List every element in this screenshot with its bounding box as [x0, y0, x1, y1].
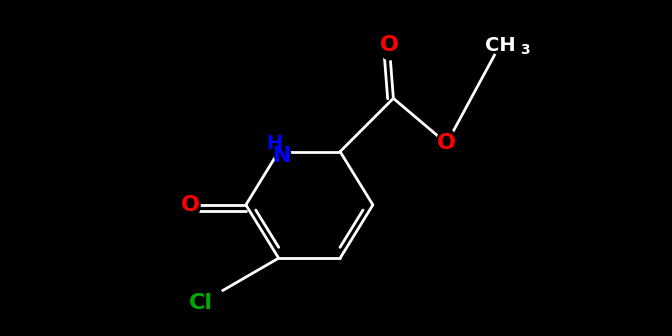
Ellipse shape: [180, 190, 200, 220]
Ellipse shape: [380, 30, 399, 60]
Ellipse shape: [437, 129, 456, 158]
Ellipse shape: [275, 144, 291, 168]
Text: O: O: [181, 195, 200, 215]
Text: O: O: [437, 133, 456, 154]
Text: 3: 3: [519, 43, 530, 57]
Text: CH: CH: [485, 36, 515, 54]
Text: N: N: [274, 146, 292, 166]
Ellipse shape: [175, 284, 226, 323]
Ellipse shape: [490, 33, 535, 57]
Text: O: O: [380, 35, 398, 55]
Text: H: H: [266, 134, 283, 153]
Ellipse shape: [267, 132, 282, 155]
Text: Cl: Cl: [189, 293, 213, 313]
